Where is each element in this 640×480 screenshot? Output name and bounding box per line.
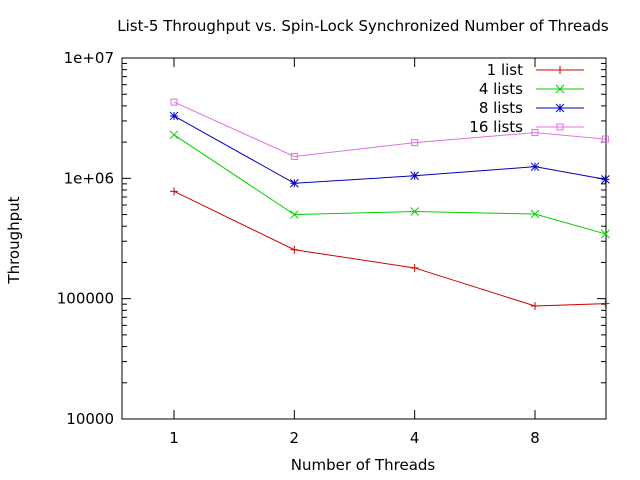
series-4 — [170, 98, 609, 160]
data-point — [170, 98, 178, 106]
series-line — [173, 190, 606, 307]
legend-label: 1 list — [487, 61, 523, 79]
data-point — [411, 139, 419, 147]
series-2 — [169, 130, 610, 239]
data-point — [170, 187, 178, 196]
data-point — [531, 301, 539, 310]
data-point — [410, 171, 420, 181]
legend-label: 8 lists — [479, 99, 523, 117]
data-point — [601, 135, 609, 143]
legend-marker — [556, 123, 564, 131]
data-point — [601, 299, 610, 308]
series-1 — [170, 187, 610, 310]
series-line — [173, 115, 606, 184]
data-point — [290, 245, 299, 254]
plot-border — [121, 57, 607, 420]
data-point — [410, 263, 419, 272]
data-point — [531, 129, 539, 137]
legend-label: 16 lists — [469, 118, 523, 136]
y-tick-label: 10000 — [66, 410, 114, 428]
legend-marker — [555, 103, 565, 113]
series-line — [173, 101, 606, 157]
x-tick-label: 2 — [290, 429, 300, 447]
y-tick-label: 1e+06 — [64, 169, 114, 187]
legend-marker — [555, 84, 565, 94]
legend-marker — [556, 66, 564, 74]
data-point — [289, 178, 299, 188]
data-point — [289, 210, 299, 219]
data-point — [601, 229, 610, 239]
data-point — [290, 152, 298, 160]
legend-label: 4 lists — [479, 80, 523, 98]
axes: 10000 100000 1e+06 1e+07 1 2 4 8 — [57, 49, 607, 447]
x-tick-label: 8 — [530, 429, 540, 447]
chart-title: List-5 Throughput vs. Spin-Lock Synchron… — [117, 17, 609, 35]
data-point — [410, 207, 420, 216]
data-point — [169, 111, 179, 121]
data-point — [530, 162, 540, 172]
series-layer — [169, 98, 610, 310]
series-3 — [169, 111, 610, 188]
x-tick-label: 4 — [410, 429, 420, 447]
data-point — [169, 130, 179, 140]
y-tick-label: 1e+07 — [64, 49, 114, 67]
data-point — [601, 175, 610, 184]
x-axis-label: Number of Threads — [290, 456, 436, 474]
series-line — [173, 134, 606, 235]
x-tick-label: 1 — [169, 429, 179, 447]
data-point — [530, 209, 540, 219]
y-tick-label: 100000 — [57, 290, 114, 308]
